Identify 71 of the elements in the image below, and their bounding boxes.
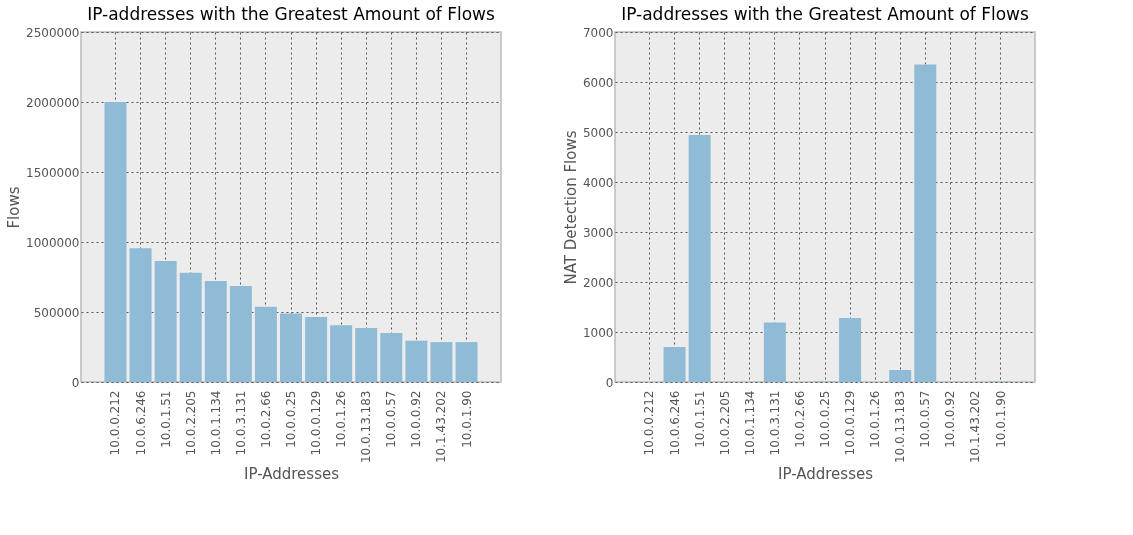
x-tick-label: 10.0.1.90 xyxy=(993,390,1008,448)
x-tick-label: 10.0.0.212 xyxy=(108,390,123,456)
x-tick-label: 10.1.43.202 xyxy=(968,390,983,464)
chart-title: IP-addresses with the Greatest Amount of Flows xyxy=(87,4,495,24)
bar xyxy=(663,347,686,382)
y-axis-title: Flows xyxy=(5,186,24,229)
y-tick-label: 500000 xyxy=(33,305,80,320)
bar xyxy=(380,333,403,382)
x-tick-label: 10.0.0.129 xyxy=(309,390,324,456)
x-tick-label: 10.0.6.246 xyxy=(667,390,682,456)
y-tick-label: 1000 xyxy=(582,325,614,340)
chart-title: IP-addresses with the Greatest Amount of Flows xyxy=(621,4,1029,24)
y-tick-label: 2000 xyxy=(582,275,614,290)
x-tick-label: 10.1.43.202 xyxy=(434,390,449,464)
x-tick-label: 10.0.2.66 xyxy=(792,390,807,448)
bar xyxy=(405,340,428,382)
y-tick-label: 2500000 xyxy=(26,25,80,40)
y-tick-label: 1500000 xyxy=(26,165,80,180)
x-tick-label: 10.0.6.246 xyxy=(133,390,148,456)
bar xyxy=(154,260,177,382)
bar xyxy=(280,313,302,382)
x-tick-label: 10.0.1.51 xyxy=(692,390,707,448)
bar xyxy=(839,318,862,382)
y-tick-label: 5000 xyxy=(582,125,614,140)
x-tick-label: 10.0.2.205 xyxy=(183,390,198,456)
x-tick-label: 10.0.1.134 xyxy=(742,390,757,456)
x-tick-label: 10.0.0.25 xyxy=(284,390,298,448)
bar xyxy=(455,342,478,382)
bar xyxy=(204,280,227,382)
bar xyxy=(229,286,252,382)
y-tick-label: 2000000 xyxy=(26,95,80,110)
x-tick-label: 10.0.2.205 xyxy=(717,390,732,456)
y-tick-label: 0 xyxy=(605,375,614,390)
bar xyxy=(688,135,711,382)
bar xyxy=(129,248,152,382)
x-tick-label: 10.0.1.134 xyxy=(208,390,223,456)
x-axis-title: IP-Addresses xyxy=(777,465,874,484)
x-tick-label: 10.0.0.25 xyxy=(818,390,832,448)
y-tick-label: 7000 xyxy=(582,25,614,40)
x-tick-label: 10.0.1.51 xyxy=(158,390,173,448)
bar xyxy=(355,328,378,382)
x-tick-label: 10.0.0.57 xyxy=(384,390,399,448)
x-tick-label: 10.0.0.212 xyxy=(642,390,657,456)
x-tick-label: 10.0.0.57 xyxy=(918,390,933,448)
y-tick-label: 0 xyxy=(71,375,80,390)
x-tick-label: 10.0.13.183 xyxy=(359,390,374,464)
x-axis-title: IP-Addresses xyxy=(243,465,340,484)
bar xyxy=(763,322,786,382)
x-tick-label: 10.0.1.90 xyxy=(459,390,474,448)
bar xyxy=(914,64,937,382)
bar xyxy=(889,370,912,382)
y-tick-label: 4000 xyxy=(582,175,614,190)
x-tick-label: 10.0.0.92 xyxy=(943,390,958,448)
y-tick-label: 1000000 xyxy=(26,235,80,250)
x-tick-label: 10.0.1.26 xyxy=(868,390,883,448)
bar xyxy=(305,316,328,382)
x-tick-label: 10.0.3.131 xyxy=(767,390,782,456)
y-tick-label: 6000 xyxy=(582,75,614,90)
bar xyxy=(104,102,127,382)
x-tick-label: 10.0.0.129 xyxy=(843,390,858,456)
x-tick-label: 10.0.0.92 xyxy=(409,390,424,448)
x-tick-label: 10.0.2.66 xyxy=(258,390,273,448)
x-tick-label: 10.0.13.183 xyxy=(893,390,908,464)
x-tick-label: 10.0.1.26 xyxy=(334,390,349,448)
bar xyxy=(330,325,353,382)
y-axis-title: NAT Detection Flows xyxy=(561,130,580,285)
bar xyxy=(254,306,277,382)
bar xyxy=(430,342,453,382)
bar xyxy=(179,272,202,382)
y-tick-label: 3000 xyxy=(582,225,614,240)
x-tick-label: 10.0.3.131 xyxy=(233,390,248,456)
